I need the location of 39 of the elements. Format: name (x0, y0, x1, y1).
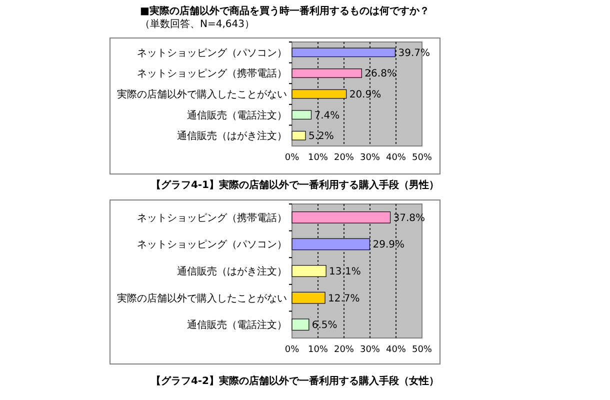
x-tick-label: 0% (284, 153, 300, 163)
data-label: 6.5% (312, 320, 338, 332)
data-label: 37.8% (393, 212, 426, 224)
y-tick-label: ネットショッピング（パソコン） (137, 48, 287, 59)
x-tick-label: 50% (412, 345, 432, 355)
x-tick-label: 20% (334, 153, 354, 163)
bar (292, 318, 310, 331)
y-tick-label: 実際の店舗以外で購入したことがない (117, 292, 287, 304)
y-tick-label: ネットショッピング（携帯電話） (137, 212, 287, 224)
y-tick-label: 実際の店舗以外で購入したことがない (117, 88, 287, 100)
x-tick-label: 40% (386, 345, 406, 355)
x-tick-label: 0% (284, 345, 300, 355)
x-tick-label: 30% (360, 345, 380, 355)
y-tick-label: ネットショッピング（携帯電話） (137, 68, 287, 80)
x-tick-label: 10% (308, 345, 328, 355)
data-label: 26.8% (364, 68, 396, 80)
x-tick-label: 50% (412, 153, 432, 163)
bar (292, 110, 312, 120)
text: 【グラフ4-2】実際の店舗以外で一番利用する購入手段（女性） (150, 375, 440, 387)
x-tick-label: 40% (386, 153, 406, 163)
y-tick-label: 通信販売（はがき注文） (177, 130, 287, 142)
y-tick-label: 通信販売（電話注文） (187, 109, 287, 122)
data-label: 7.4% (314, 110, 340, 122)
data-label: 29.9% (372, 240, 405, 251)
data-label: 39.7% (398, 48, 430, 59)
data-label: 20.9% (349, 90, 382, 100)
x-tick-label: 20% (334, 345, 354, 355)
y-tick-label: 通信販売（電話注文） (187, 319, 287, 332)
bar (292, 130, 306, 140)
chart-title: ■実際の店舗以外で商品を買う時一番利用するものは何ですか？ (140, 5, 430, 17)
x-tick-label: 10% (308, 153, 328, 163)
y-tick-label: ネットショッピング（パソコン） (137, 240, 287, 251)
data-label: 5.2% (308, 131, 334, 142)
text: （単数回答、N=4,643） (140, 18, 254, 30)
text: 【グラフ4-1】実際の店舗以外で一番利用する購入手段（男性） (150, 179, 440, 191)
y-tick-label: 通信販売（はがき注文） (177, 266, 287, 278)
data-label: 13.1% (329, 266, 361, 278)
data-label: 12.7% (328, 293, 360, 304)
x-tick-label: 30% (360, 153, 380, 163)
